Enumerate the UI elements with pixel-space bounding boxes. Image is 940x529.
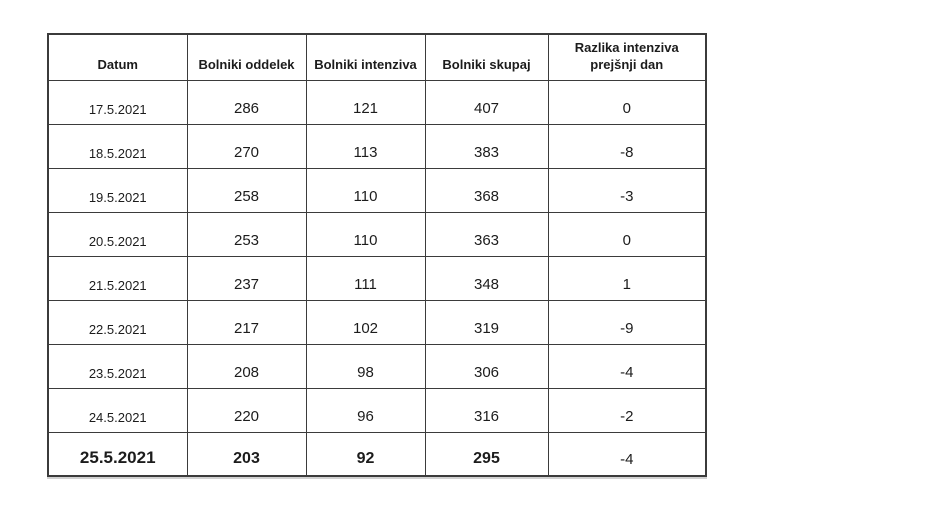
- cell-bolniki-intenziva: 96: [305, 387, 426, 433]
- table-header-row: Datum Bolniki oddelek Bolniki intenziva …: [47, 33, 707, 81]
- cell-bolniki-skupaj: 407: [424, 79, 549, 125]
- cell-bolniki-oddelek: 217: [186, 299, 307, 345]
- cell-bolniki-intenziva: 110: [305, 167, 426, 213]
- table-row: 17.5.2021 286 121 407 0: [47, 79, 707, 125]
- cell-bolniki-oddelek: 203: [186, 431, 307, 477]
- col-header-datum: Datum: [47, 33, 188, 81]
- cell-razlika: -4: [547, 343, 707, 389]
- cell-razlika: -8: [547, 123, 707, 169]
- cell-bolniki-intenziva: 111: [305, 255, 426, 301]
- cell-bolniki-oddelek: 208: [186, 343, 307, 389]
- cell-bolniki-intenziva: 98: [305, 343, 426, 389]
- cell-razlika: 0: [547, 211, 707, 257]
- cell-datum: 18.5.2021: [47, 123, 188, 169]
- cell-bolniki-skupaj: 363: [424, 211, 549, 257]
- cell-razlika: -2: [547, 387, 707, 433]
- cell-bolniki-oddelek: 270: [186, 123, 307, 169]
- cell-bolniki-skupaj: 306: [424, 343, 549, 389]
- table-row: 20.5.2021 253 110 363 0: [47, 211, 707, 257]
- cell-bolniki-skupaj: 383: [424, 123, 549, 169]
- cell-datum: 20.5.2021: [47, 211, 188, 257]
- table-row: 18.5.2021 270 113 383 -8: [47, 123, 707, 169]
- table-row: 24.5.2021 220 96 316 -2: [47, 387, 707, 433]
- table-row: 19.5.2021 258 110 368 -3: [47, 167, 707, 213]
- table-row: 23.5.2021 208 98 306 -4: [47, 343, 707, 389]
- cell-datum: 17.5.2021: [47, 79, 188, 125]
- cell-datum: 25.5.2021: [47, 431, 188, 477]
- cell-datum: 19.5.2021: [47, 167, 188, 213]
- cell-bolniki-skupaj: 348: [424, 255, 549, 301]
- col-header-bolniki-intenziva: Bolniki intenziva: [305, 33, 426, 81]
- patients-table: Datum Bolniki oddelek Bolniki intenziva …: [47, 33, 707, 477]
- cell-bolniki-intenziva: 92: [305, 431, 426, 477]
- cell-bolniki-skupaj: 368: [424, 167, 549, 213]
- cell-datum: 24.5.2021: [47, 387, 188, 433]
- cell-bolniki-skupaj: 316: [424, 387, 549, 433]
- cell-bolniki-intenziva: 121: [305, 79, 426, 125]
- cell-bolniki-oddelek: 253: [186, 211, 307, 257]
- cell-bolniki-oddelek: 258: [186, 167, 307, 213]
- cell-razlika: 1: [547, 255, 707, 301]
- col-header-bolniki-skupaj: Bolniki skupaj: [424, 33, 549, 81]
- table-row: 22.5.2021 217 102 319 -9: [47, 299, 707, 345]
- cell-bolniki-skupaj: 295: [424, 431, 549, 477]
- table-row: 21.5.2021 237 111 348 1: [47, 255, 707, 301]
- cell-datum: 23.5.2021: [47, 343, 188, 389]
- cell-bolniki-intenziva: 113: [305, 123, 426, 169]
- cell-bolniki-skupaj: 319: [424, 299, 549, 345]
- cell-bolniki-intenziva: 102: [305, 299, 426, 345]
- cell-bolniki-oddelek: 286: [186, 79, 307, 125]
- cell-razlika: -9: [547, 299, 707, 345]
- table-row-latest: 25.5.2021 203 92 295 -4: [47, 431, 707, 477]
- col-header-razlika-intenziva: Razlika intenziva prejšnji dan: [547, 33, 707, 81]
- cell-datum: 21.5.2021: [47, 255, 188, 301]
- col-header-bolniki-oddelek: Bolniki oddelek: [186, 33, 307, 81]
- cell-razlika: 0: [547, 79, 707, 125]
- cell-razlika: -4: [547, 431, 707, 477]
- cell-razlika: -3: [547, 167, 707, 213]
- cell-datum: 22.5.2021: [47, 299, 188, 345]
- cell-bolniki-intenziva: 110: [305, 211, 426, 257]
- cell-bolniki-oddelek: 237: [186, 255, 307, 301]
- cell-bolniki-oddelek: 220: [186, 387, 307, 433]
